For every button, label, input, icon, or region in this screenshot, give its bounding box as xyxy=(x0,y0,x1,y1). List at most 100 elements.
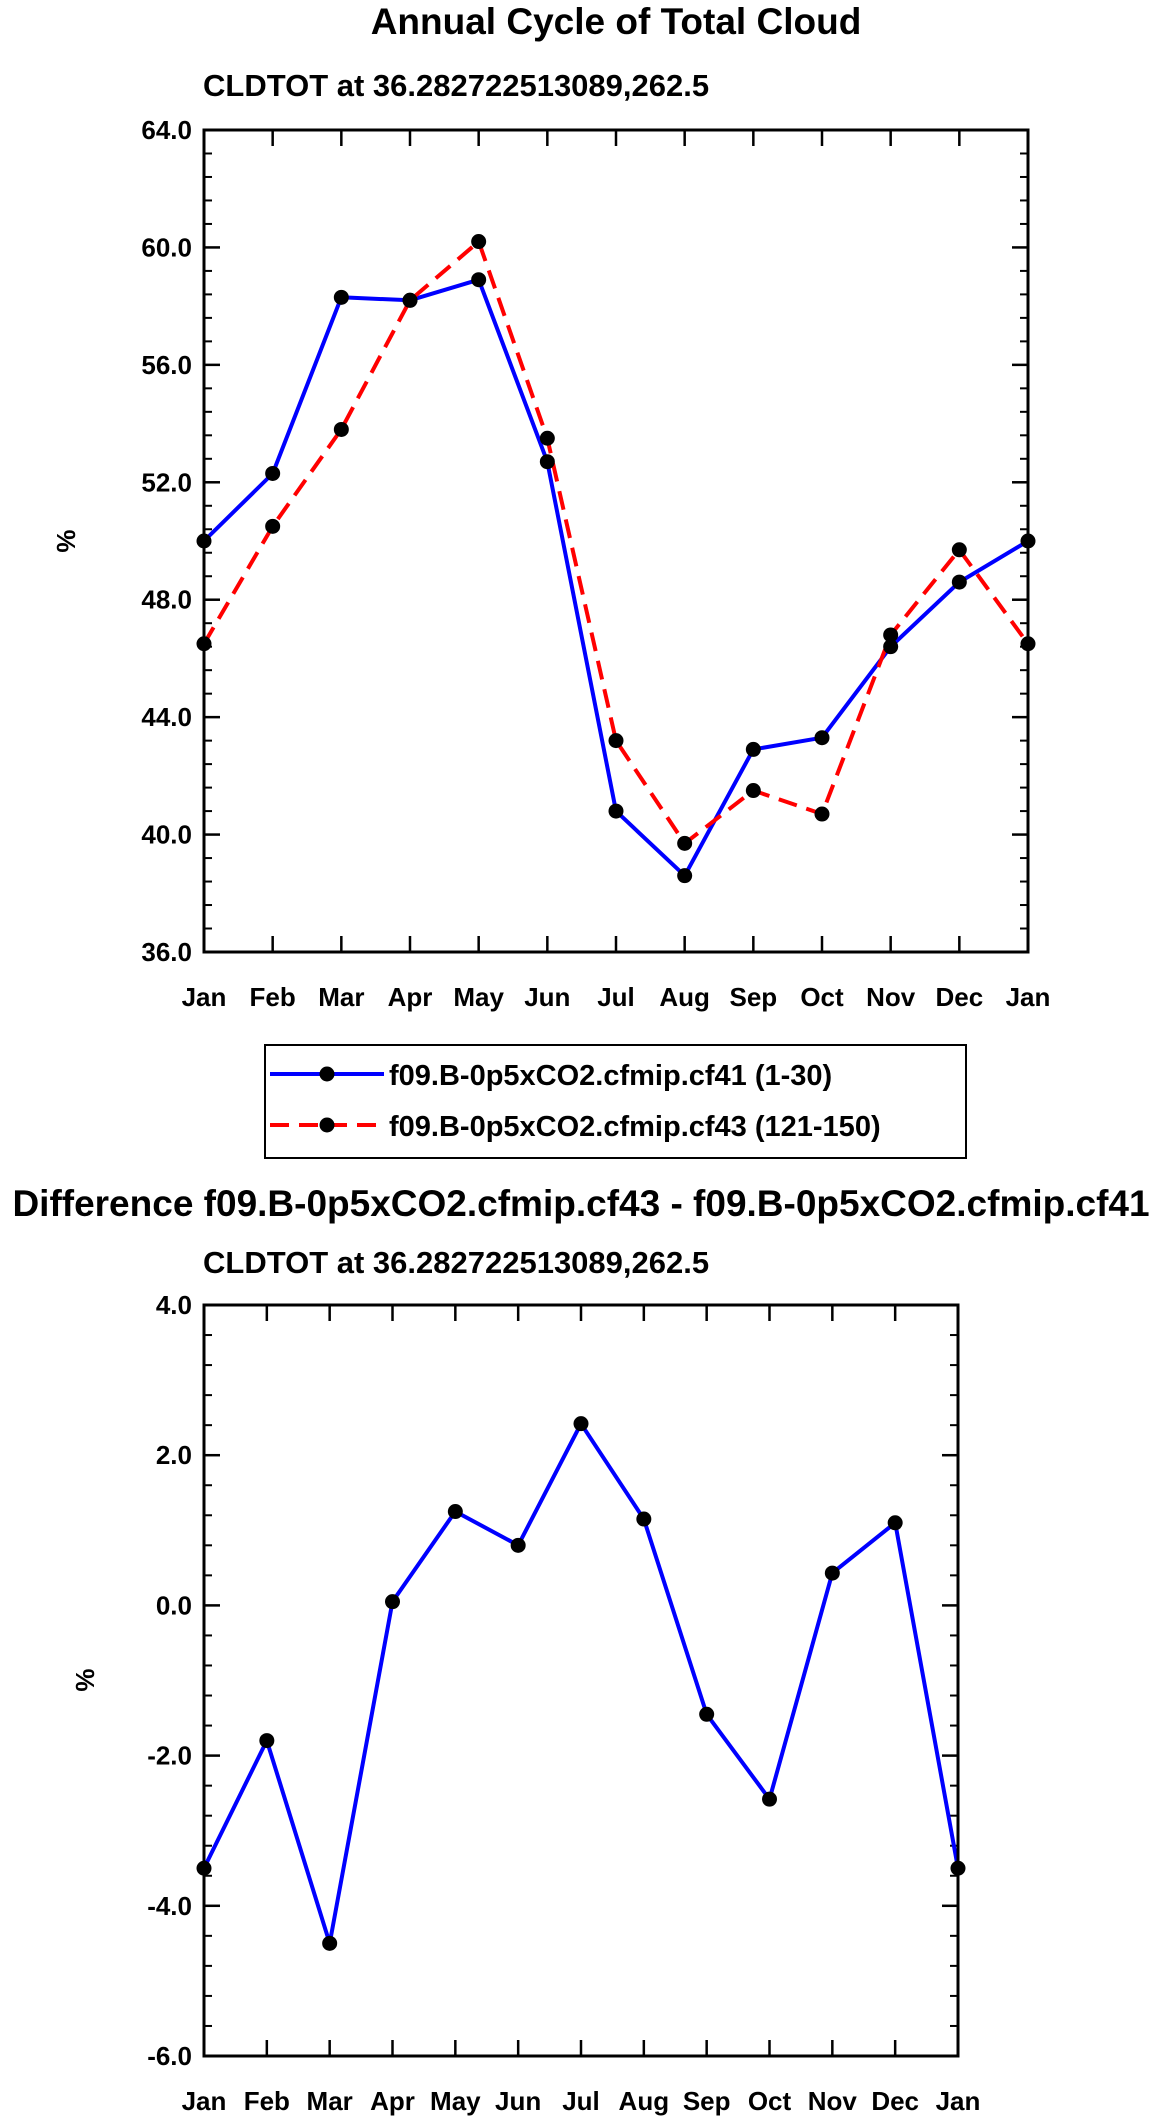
data-point-series-1 xyxy=(636,1511,652,1527)
data-point-series-1 xyxy=(677,868,693,884)
y-tick-label: 0.0 xyxy=(156,1590,192,1620)
y-tick-label: 44.0 xyxy=(141,702,192,732)
bottom-chart-series-lines xyxy=(202,1421,960,1946)
bottom-chart-plot-frame xyxy=(202,1303,960,2058)
data-point-series-2 xyxy=(402,292,418,308)
x-tick-label: Nov xyxy=(808,2086,858,2116)
legend-marker-series-2 xyxy=(319,1117,335,1133)
bottom-chart-markers xyxy=(196,1416,966,1951)
x-tick-label: Aug xyxy=(659,982,710,1012)
data-point-series-2 xyxy=(677,835,693,851)
x-tick-label: Dec xyxy=(935,982,983,1012)
x-tick-label: Jan xyxy=(1006,982,1051,1012)
x-tick-label: Jun xyxy=(524,982,570,1012)
top-chart-y-tick-labels: 36.0 40.0 44.0 48.0 52.0 56.0 60.0 64.0 xyxy=(141,115,192,967)
legend-marker-series-1 xyxy=(319,1066,335,1082)
y-tick-label: 4.0 xyxy=(156,1290,192,1320)
top-chart-x-tick-labels: Jan Feb Mar Apr May Jun Jul Aug Sep Oct Nov Dec Jan xyxy=(182,982,1051,1012)
data-point-series-1 xyxy=(385,1594,400,1610)
y-tick-label: 60.0 xyxy=(141,232,192,262)
data-point-series-2 xyxy=(814,806,830,822)
bottom-chart: Difference f09.B-0p5xCO2.cfmip.cf43 - f0… xyxy=(12,1183,1149,2116)
y-tick-label: -6.0 xyxy=(147,2041,192,2071)
x-tick-label: Dec xyxy=(871,2086,919,2116)
x-tick-label: Aug xyxy=(619,2086,670,2116)
x-tick-label: May xyxy=(453,982,504,1012)
y-tick-label: -2.0 xyxy=(147,1741,192,1771)
x-tick-label: Feb xyxy=(244,2086,290,2116)
y-tick-label: 48.0 xyxy=(141,585,192,615)
legend-box xyxy=(264,1044,967,1159)
x-tick-label: Apr xyxy=(370,2086,415,2116)
data-point-series-2 xyxy=(883,627,899,643)
data-point-series-1 xyxy=(887,1515,903,1531)
x-tick-label: Nov xyxy=(866,982,916,1012)
data-point-series-2 xyxy=(471,234,487,250)
data-point-series-2 xyxy=(265,518,281,534)
bottom-chart-subtitle: CLDTOT at 36.282722513089,262.5 xyxy=(203,1245,709,1280)
y-tick-label: -4.0 xyxy=(147,1891,192,1921)
y-tick-label: 52.0 xyxy=(141,467,192,497)
top-chart-markers xyxy=(196,234,1036,884)
data-point-series-1 xyxy=(762,1791,777,1807)
x-tick-label: Jun xyxy=(495,2086,541,2116)
data-point-series-2 xyxy=(539,430,555,446)
data-point-series-1 xyxy=(608,803,624,819)
top-chart-series-lines xyxy=(202,239,1030,878)
data-point-series-2 xyxy=(608,733,624,749)
data-point-series-1 xyxy=(259,1733,275,1749)
x-tick-label: Jan xyxy=(936,2086,981,2116)
legend-label-series-1: f09.B-0p5xCO2.cfmip.cf41 (1-30) xyxy=(389,1060,832,1092)
y-tick-label: 36.0 xyxy=(141,937,192,967)
series-line-1 xyxy=(202,277,1030,878)
x-tick-label: Oct xyxy=(800,982,844,1012)
x-tick-label: Sep xyxy=(683,2086,731,2116)
data-point-series-1 xyxy=(471,272,487,288)
y-tick-label: 2.0 xyxy=(156,1440,192,1470)
data-point-series-1 xyxy=(322,1935,338,1951)
y-tick-label: 56.0 xyxy=(141,350,192,380)
legend: f09.B-0p5xCO2.cfmip.cf41 (1-30) f09.B-0p… xyxy=(264,1044,967,1159)
top-chart-title: Annual Cycle of Total Cloud xyxy=(371,1,862,42)
bottom-chart-title: Difference f09.B-0p5xCO2.cfmip.cf43 - f0… xyxy=(12,1183,1149,1224)
data-point-series-1 xyxy=(265,465,281,481)
top-chart: Annual Cycle of Total Cloud CLDTOT at 36… xyxy=(51,1,1051,1159)
x-tick-label: Jan xyxy=(182,982,227,1012)
top-chart-ticks xyxy=(202,128,1030,954)
x-tick-label: Mar xyxy=(307,2086,353,2116)
bottom-chart-y-tick-labels: -6.0 -4.0 -2.0 0.0 2.0 4.0 xyxy=(147,1290,192,2071)
x-tick-label: Jul xyxy=(562,2086,600,2116)
y-tick-label: 40.0 xyxy=(141,820,192,850)
x-tick-label: Jul xyxy=(597,982,635,1012)
data-point-series-1 xyxy=(951,574,967,590)
data-point-series-1 xyxy=(699,1706,715,1722)
bottom-chart-ylabel: % xyxy=(70,1668,100,1691)
data-point-series-1 xyxy=(883,639,899,655)
x-tick-label: May xyxy=(430,2086,481,2116)
data-point-series-2 xyxy=(951,542,967,558)
x-tick-label: Apr xyxy=(388,982,433,1012)
x-tick-label: Jan xyxy=(182,2086,227,2116)
data-point-series-1 xyxy=(447,1504,463,1520)
x-tick-label: Sep xyxy=(729,982,777,1012)
data-point-series-2 xyxy=(333,421,349,437)
x-tick-label: Mar xyxy=(318,982,364,1012)
data-point-series-1 xyxy=(824,1565,840,1581)
top-chart-subtitle: CLDTOT at 36.282722513089,262.5 xyxy=(203,68,709,103)
bottom-chart-x-tick-labels: Jan Feb Mar Apr May Jun Jul Aug Sep Oct Nov Dec Jan xyxy=(182,2086,981,2116)
x-tick-label: Feb xyxy=(250,982,296,1012)
data-point-series-2 xyxy=(745,783,761,799)
data-point-series-1 xyxy=(745,741,761,757)
data-point-series-1 xyxy=(510,1537,526,1553)
legend-label-series-2: f09.B-0p5xCO2.cfmip.cf43 (121-150) xyxy=(389,1111,881,1143)
y-tick-label: 64.0 xyxy=(141,115,192,145)
top-chart-ylabel: % xyxy=(51,529,81,552)
data-point-series-1 xyxy=(333,289,349,305)
data-point-series-1 xyxy=(814,730,830,746)
series-line-1 xyxy=(202,1421,960,1946)
x-tick-label: Oct xyxy=(748,2086,792,2116)
data-point-series-1 xyxy=(539,454,555,470)
top-chart-plot-frame xyxy=(202,128,1030,954)
data-point-series-1 xyxy=(573,1416,589,1432)
